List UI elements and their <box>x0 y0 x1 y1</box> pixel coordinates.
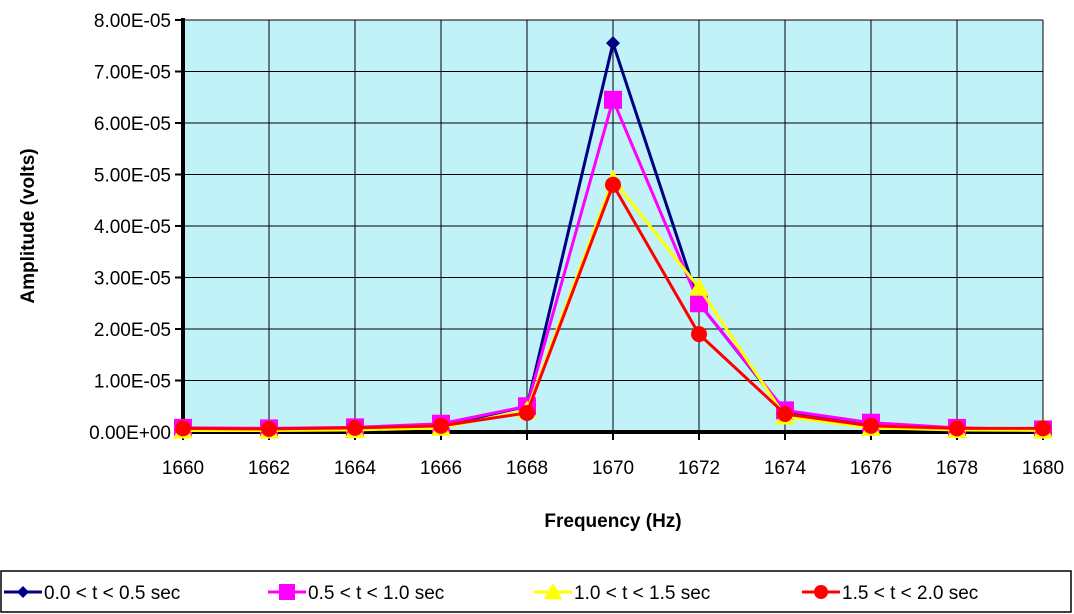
x-tick-label: 1678 <box>936 458 978 479</box>
legend-marker <box>544 583 562 600</box>
data-point <box>604 90 622 109</box>
x-tick-label: 1670 <box>592 458 634 479</box>
data-point <box>863 417 879 434</box>
y-tick-label: 7.00E-05 <box>94 63 171 84</box>
x-axis-title: Frequency (Hz) <box>544 511 681 532</box>
x-tick-label: 1680 <box>1022 458 1064 479</box>
y-tick-label: 6.00E-05 <box>94 114 171 135</box>
axes <box>175 18 1044 440</box>
data-point <box>261 420 277 437</box>
y-tick-label: 5.00E-05 <box>94 166 171 187</box>
x-tick-label: 1676 <box>850 458 892 479</box>
data-point <box>690 294 708 313</box>
legend-label: 0.0 < t < 0.5 sec <box>44 583 180 604</box>
data-point <box>519 404 535 421</box>
legend: 0.0 < t < 0.5 sec 0.5 < t < 1.0 sec 1.0 < … <box>0 570 1072 613</box>
x-tick-label: 1666 <box>420 458 462 479</box>
x-tick-labels: 1660 1662 1664 1666 1668 1670 1672 1674 1676 1678… <box>162 458 1064 479</box>
x-tick-label: 1660 <box>162 458 204 479</box>
y-tick-label: 0.00E+00 <box>89 423 171 444</box>
legend-marker <box>814 585 828 599</box>
y-tick-label: 8.00E-05 <box>94 11 171 32</box>
y-tick-label: 4.00E-05 <box>94 217 171 238</box>
y-tick-label: 2.00E-05 <box>94 320 171 341</box>
data-point <box>689 277 709 296</box>
x-tick-label: 1674 <box>764 458 807 479</box>
data-point <box>347 419 363 436</box>
x-tick-label: 1664 <box>334 458 377 479</box>
data-point <box>175 420 191 437</box>
data-point <box>949 420 965 437</box>
series-group <box>175 176 1051 437</box>
y-axis-title: Amplitude (volts) <box>18 148 39 303</box>
series-lines <box>173 36 1053 439</box>
legend-entry: 1.5 < t < 2.0 sec <box>802 583 978 604</box>
data-point <box>777 405 793 422</box>
legend-label: 1.5 < t < 2.0 sec <box>842 583 978 604</box>
data-point <box>605 176 621 193</box>
legend-marker <box>17 586 29 598</box>
y-tick-labels: 0.00E+00 1.00E-05 2.00E-05 3.00E-05 4.00E-05… <box>89 11 171 444</box>
data-point <box>433 417 449 434</box>
x-tick-label: 1662 <box>248 458 290 479</box>
legend-label: 1.0 < t < 1.5 sec <box>574 583 710 604</box>
y-tick-label: 3.00E-05 <box>94 269 171 290</box>
data-point <box>606 36 620 51</box>
data-point <box>691 326 707 343</box>
x-tick-label: 1672 <box>678 458 720 479</box>
legend-label: 0.5 < t < 1.0 sec <box>308 583 444 604</box>
y-tick-label: 1.00E-05 <box>94 372 171 393</box>
legend-entries: 0.0 < t < 0.5 sec 0.5 < t < 1.0 sec 1.0 < … <box>4 583 978 604</box>
data-point <box>1035 420 1051 437</box>
legend-marker <box>279 584 295 600</box>
legend-entry: 0.0 < t < 0.5 sec <box>4 583 180 604</box>
legend-entry: 0.5 < t < 1.0 sec <box>268 583 444 604</box>
x-tick-label: 1668 <box>506 458 548 479</box>
legend-entry: 1.0 < t < 1.5 sec <box>534 583 710 604</box>
